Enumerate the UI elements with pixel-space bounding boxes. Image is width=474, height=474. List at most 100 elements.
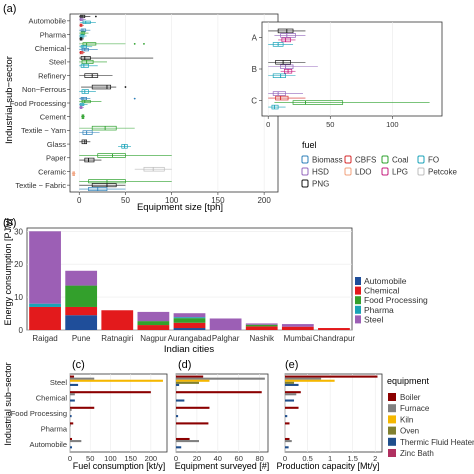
a-box	[143, 166, 165, 172]
a-outlier	[133, 97, 136, 100]
b-xtick-label: Aurangabad	[168, 334, 212, 343]
b-bar-segment	[245, 323, 278, 325]
a-box	[79, 14, 86, 19]
d-xtick-label: 20	[193, 454, 201, 463]
a-ytick-label: Glass	[47, 140, 66, 149]
b-xtick-label: Chandrapur	[313, 334, 356, 343]
fuel-legend-key	[344, 167, 352, 176]
e-bar	[285, 437, 290, 441]
b-bar-segment	[137, 325, 170, 330]
b-bar-segment	[173, 318, 206, 323]
inset-box	[292, 100, 344, 105]
d-bar	[176, 440, 199, 443]
b-ytick-label: 20	[14, 260, 23, 269]
c-ytick-label: Food Processing	[11, 409, 67, 418]
b-bar-segment	[65, 285, 98, 307]
e-bar	[285, 391, 301, 394]
e-bar	[285, 415, 288, 418]
b-xtick-label: Mumbai	[284, 334, 313, 343]
a-box	[82, 130, 93, 135]
d-xtick-label: 40	[214, 454, 222, 463]
c-bar	[70, 437, 73, 441]
a-box	[79, 17, 84, 21]
a-box	[81, 59, 94, 64]
b-bar-segment	[137, 311, 170, 322]
c-bar	[70, 375, 75, 378]
b-legend-label: Automobile	[364, 276, 407, 286]
b-ytick-label: 0	[19, 326, 24, 335]
b-bar-segment	[65, 315, 98, 330]
a-box	[97, 153, 126, 158]
b-bar-segment	[173, 322, 206, 329]
inset-xtick-label: 50	[326, 120, 334, 129]
a-box	[81, 89, 89, 94]
c-bar	[70, 422, 74, 425]
c-plot-frame	[69, 373, 168, 453]
d-xtick-label: 80	[255, 454, 263, 463]
a-box	[91, 183, 117, 188]
inset-xtick-label: 100	[386, 120, 399, 129]
d-bar	[176, 415, 179, 418]
equipment-legend-label: Oven	[400, 427, 419, 436]
a-outlier	[143, 42, 145, 45]
a-ylabel: Industrial sub−sector	[4, 56, 15, 144]
inset-box	[272, 73, 286, 78]
a-box	[82, 42, 97, 46]
d-xtick-label: 0	[174, 454, 178, 463]
a-xlabel: Equipment size [tph]	[137, 202, 223, 213]
equipment-legend-title: equipment	[387, 376, 430, 386]
e-plot-frame	[284, 373, 383, 453]
a-plot-frame	[69, 13, 279, 193]
a-box	[80, 97, 87, 101]
fuel-legend-title: fuel	[302, 140, 317, 150]
inset-xtick-label: 0	[266, 120, 270, 129]
d-bar	[176, 446, 182, 449]
b-legend-label: Chemical	[364, 286, 400, 296]
equipment-legend-key	[388, 426, 396, 435]
d-bar	[176, 377, 265, 380]
a-box	[91, 125, 117, 131]
b-ylabel: Energy consumption [PJ/y]	[3, 218, 13, 325]
c-xtick-label: 150	[124, 454, 137, 463]
e-bar	[285, 383, 299, 386]
inset-box	[281, 37, 291, 43]
b-legend-label: Pharma	[364, 305, 394, 315]
c-xtick-label: 50	[86, 454, 94, 463]
c-ytick-label: Automobile	[29, 440, 67, 449]
equipment-legend-key	[388, 393, 396, 401]
inset-ytick-label: C	[251, 96, 257, 105]
b-xtick-label: Nashik	[249, 334, 274, 343]
d-bar	[176, 379, 210, 382]
a-xtick-label: 150	[211, 196, 225, 205]
equipment-legend-key	[388, 415, 396, 424]
inset-plot-frame	[261, 21, 443, 117]
b-bar-segment	[29, 303, 61, 307]
b-xtick-label: Raigad	[32, 334, 57, 343]
a-ytick-label: Automobile	[28, 17, 66, 26]
b-legend-label: Steel	[364, 314, 383, 324]
fuel-legend-label: Biomass	[312, 156, 343, 165]
b-bar-segment	[318, 328, 350, 330]
a-box	[81, 139, 87, 145]
b-xtick-label: Pune	[72, 334, 91, 343]
e-xtick-label: 1.5	[347, 454, 357, 463]
inset-box	[280, 33, 296, 38]
a-box	[91, 84, 112, 90]
panel-label-b: (b)	[3, 217, 16, 229]
fuel-legend-label: LPG	[392, 168, 408, 177]
a-ytick-label: Chemical	[35, 44, 67, 53]
e-bar	[285, 422, 290, 425]
fuel-legend-key	[417, 155, 425, 164]
b-bar-segment	[245, 324, 278, 327]
b-legend-key	[355, 315, 361, 324]
e-bar	[285, 446, 289, 449]
a-outlier	[94, 15, 97, 18]
a-box	[80, 56, 91, 61]
c-ytick-label: Chemical	[36, 393, 68, 402]
a-ytick-label: Textile − Fabric	[15, 181, 66, 190]
d-bar	[176, 381, 199, 384]
b-bar-segment	[173, 313, 206, 318]
e-bar	[285, 393, 297, 396]
fuel-legend-label: LDO	[355, 168, 371, 177]
a-outlier	[133, 42, 136, 45]
